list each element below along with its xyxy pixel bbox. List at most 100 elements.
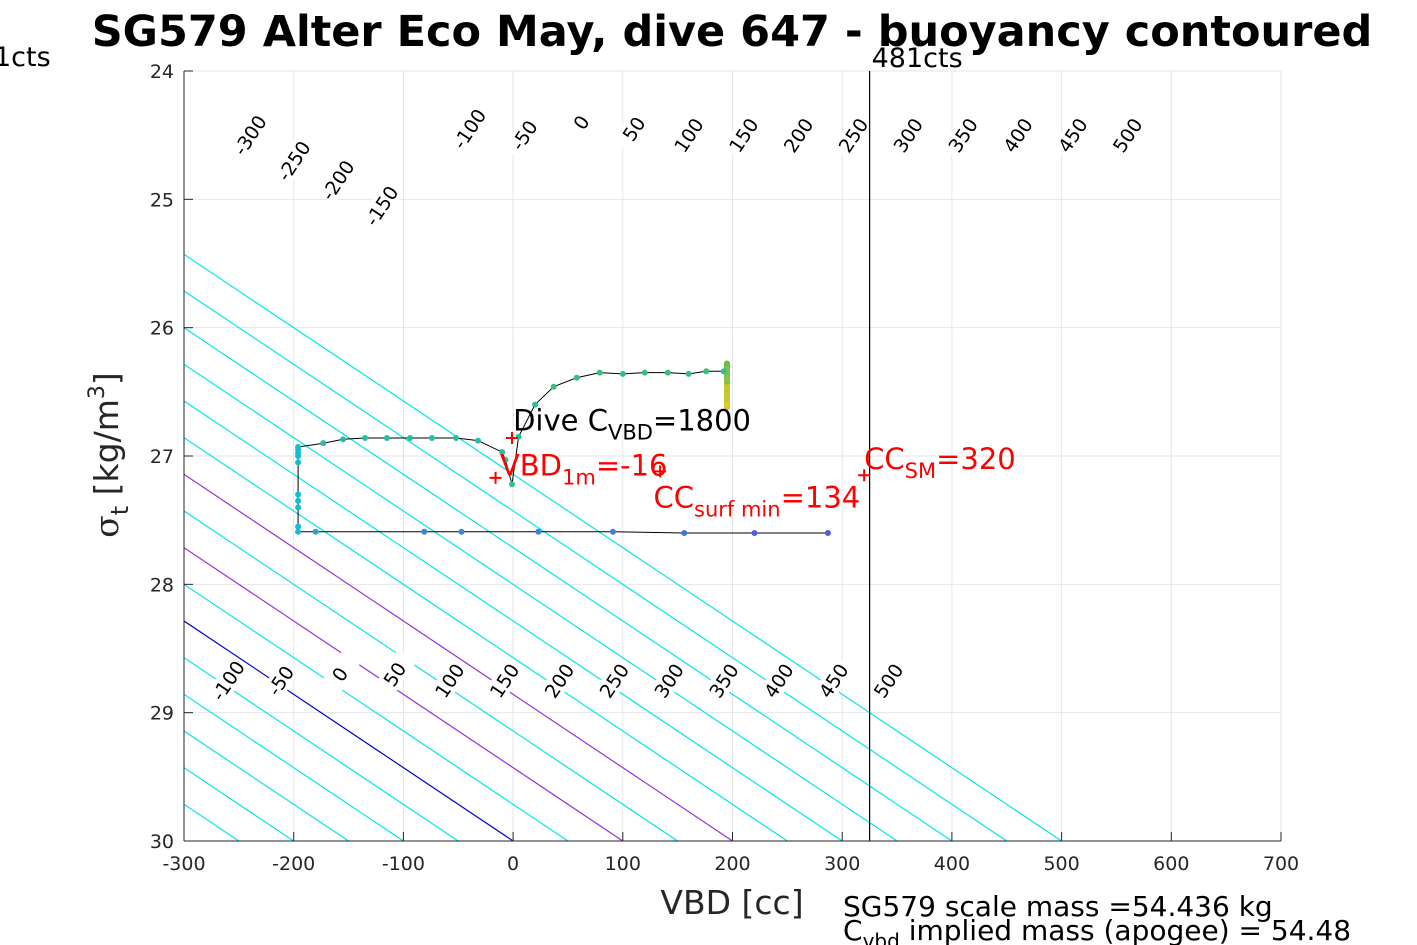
y-tick-label-30: 30 bbox=[150, 831, 174, 853]
implied-mass-text: Cvbd implied mass (apogee) = 54.48 bbox=[843, 914, 1351, 945]
dive-point-22 bbox=[406, 435, 413, 442]
vline-label-0: 481cts bbox=[872, 43, 963, 74]
bottom-contour-label-bg-11 bbox=[812, 656, 855, 705]
bottom-contour-label-bg-0 bbox=[206, 656, 250, 705]
dive-points bbox=[295, 360, 831, 536]
dive-point-6 bbox=[421, 528, 428, 535]
contour-line-450 bbox=[184, 290, 1008, 841]
dive-point-35 bbox=[641, 369, 648, 376]
contour-labels: -300-250 -200-150-100 -50 0 50 100 150 200 250 30… bbox=[206, 97, 1149, 705]
cc-surf-min-marker bbox=[654, 465, 667, 478]
bottom-contour-label-bg-2 bbox=[318, 649, 362, 699]
dive-point-43 bbox=[724, 360, 731, 367]
top-contour-label-bg-14 bbox=[996, 110, 1040, 160]
dive-point-27 bbox=[502, 456, 509, 463]
dive-point-30 bbox=[532, 401, 539, 408]
top-contour-label-bg-4 bbox=[447, 104, 491, 154]
x-tick-label-200: 200 bbox=[714, 853, 750, 875]
top-contour-label-bg-8 bbox=[667, 110, 710, 160]
dive-point-5 bbox=[458, 528, 465, 535]
vertical-reference-lines: 481cts bbox=[869, 43, 963, 841]
bottom-contour-label-bg-10 bbox=[757, 656, 800, 705]
x-axis-label: VBD [cc] bbox=[660, 883, 803, 922]
chart-title: SG579 Alter Eco May, dive 647 - buoyancy… bbox=[92, 7, 1373, 57]
dive-point-0 bbox=[824, 530, 831, 536]
axes: -300 -200 -100 0 100 200 300 400 500 600 700 24 25 26… bbox=[150, 61, 1299, 875]
dive-point-38 bbox=[703, 368, 710, 375]
dive-point-23 bbox=[428, 435, 435, 442]
dive-point-13 bbox=[295, 459, 302, 466]
dive-point-7 bbox=[312, 528, 319, 535]
bottom-contour-label-bg-8 bbox=[647, 656, 691, 705]
top-contour-label-bg-13 bbox=[941, 110, 985, 160]
x-tick-label--200: -200 bbox=[272, 853, 315, 875]
top-contour-label-3: -150 bbox=[361, 182, 403, 230]
x-tick-label-400: 400 bbox=[934, 853, 970, 875]
dive-point-31 bbox=[550, 383, 557, 390]
top-contour-label-bg-15 bbox=[1051, 110, 1094, 160]
vbd-1m-marker bbox=[489, 471, 502, 484]
top-contour-label-bg-2 bbox=[316, 155, 359, 205]
dive-point-26 bbox=[499, 449, 506, 456]
dive-point-28 bbox=[509, 481, 516, 488]
bottom-contour-label-bg-1 bbox=[259, 656, 302, 705]
bottom-contour-label-bg-7 bbox=[592, 656, 636, 705]
contour-line-250 bbox=[184, 436, 788, 841]
dive-point-39 bbox=[720, 368, 727, 375]
contour-line-50 bbox=[184, 583, 569, 841]
contour-line--100 bbox=[184, 693, 404, 841]
contour-line-400 bbox=[184, 326, 953, 841]
cc-surf-min-annotation: CCsurf min=134 bbox=[654, 480, 861, 521]
top-contour-label-bg-1 bbox=[272, 136, 316, 186]
dive-point-11 bbox=[295, 497, 302, 504]
dive-point-20 bbox=[362, 435, 369, 442]
dive-point-33 bbox=[596, 369, 603, 376]
dive-point-12 bbox=[295, 491, 302, 498]
dive-point-42 bbox=[724, 401, 731, 408]
bottom-contour-label-bg-4 bbox=[428, 656, 471, 705]
dive-point-18 bbox=[320, 440, 327, 447]
contour-line-0 bbox=[184, 620, 514, 841]
top-contour-label-bg-10 bbox=[776, 110, 820, 160]
dive-cvbd-marker bbox=[506, 432, 519, 445]
dive-cvbd-annotation: Dive CVBD=1800 bbox=[513, 403, 751, 444]
contour-line-350 bbox=[184, 363, 898, 841]
x-tick-label--100: -100 bbox=[382, 853, 425, 875]
bottom-contour-label-bg-9 bbox=[702, 656, 746, 705]
top-contour-label-bg-7 bbox=[612, 104, 656, 154]
y-tick-label-27: 27 bbox=[150, 446, 174, 468]
x-tick-label-500: 500 bbox=[1043, 853, 1079, 875]
left-cts-label: 1cts bbox=[0, 42, 51, 73]
markers bbox=[489, 432, 871, 484]
dive-point-41 bbox=[724, 388, 731, 395]
contour-line--450 bbox=[0, 71, 19, 841]
x-tick-label-600: 600 bbox=[1153, 853, 1189, 875]
top-contour-label-1: -250 bbox=[273, 137, 315, 185]
x-tick-label-0: 0 bbox=[507, 853, 519, 875]
bottom-contour-label-bg-5 bbox=[482, 656, 526, 705]
y-tick-label-29: 29 bbox=[150, 703, 174, 725]
y-axis-label: σt [kg/m3] bbox=[85, 372, 134, 538]
dive-point-21 bbox=[383, 435, 390, 442]
grid-lines bbox=[183, 70, 1282, 842]
dive-point-9 bbox=[295, 523, 302, 530]
contour-line-150 bbox=[184, 510, 678, 841]
top-contour-label-bg-3 bbox=[360, 181, 403, 231]
dive-point-17 bbox=[295, 444, 302, 451]
dive-point-37 bbox=[685, 370, 692, 377]
top-contour-label-0: -300 bbox=[230, 112, 272, 160]
x-tick-label-100: 100 bbox=[605, 853, 641, 875]
bottom-contour-label-bg-12 bbox=[866, 656, 910, 705]
dive-point-10 bbox=[295, 504, 302, 511]
bottom-contour-label-bg-3 bbox=[373, 649, 416, 699]
x-tick-label-300: 300 bbox=[824, 853, 860, 875]
vbd-1m-annotation: VBD1m=-16 bbox=[500, 448, 668, 489]
contour-line-100 bbox=[184, 546, 624, 841]
top-contour-label-2: -200 bbox=[317, 157, 359, 205]
x-tick-label--300: -300 bbox=[162, 853, 205, 875]
dive-point-24 bbox=[453, 435, 460, 442]
y-tick-label-24: 24 bbox=[150, 61, 174, 83]
top-contour-label-bg-9 bbox=[722, 110, 765, 160]
dive-point-25 bbox=[474, 437, 481, 444]
top-contour-label-bg-12 bbox=[886, 110, 930, 160]
